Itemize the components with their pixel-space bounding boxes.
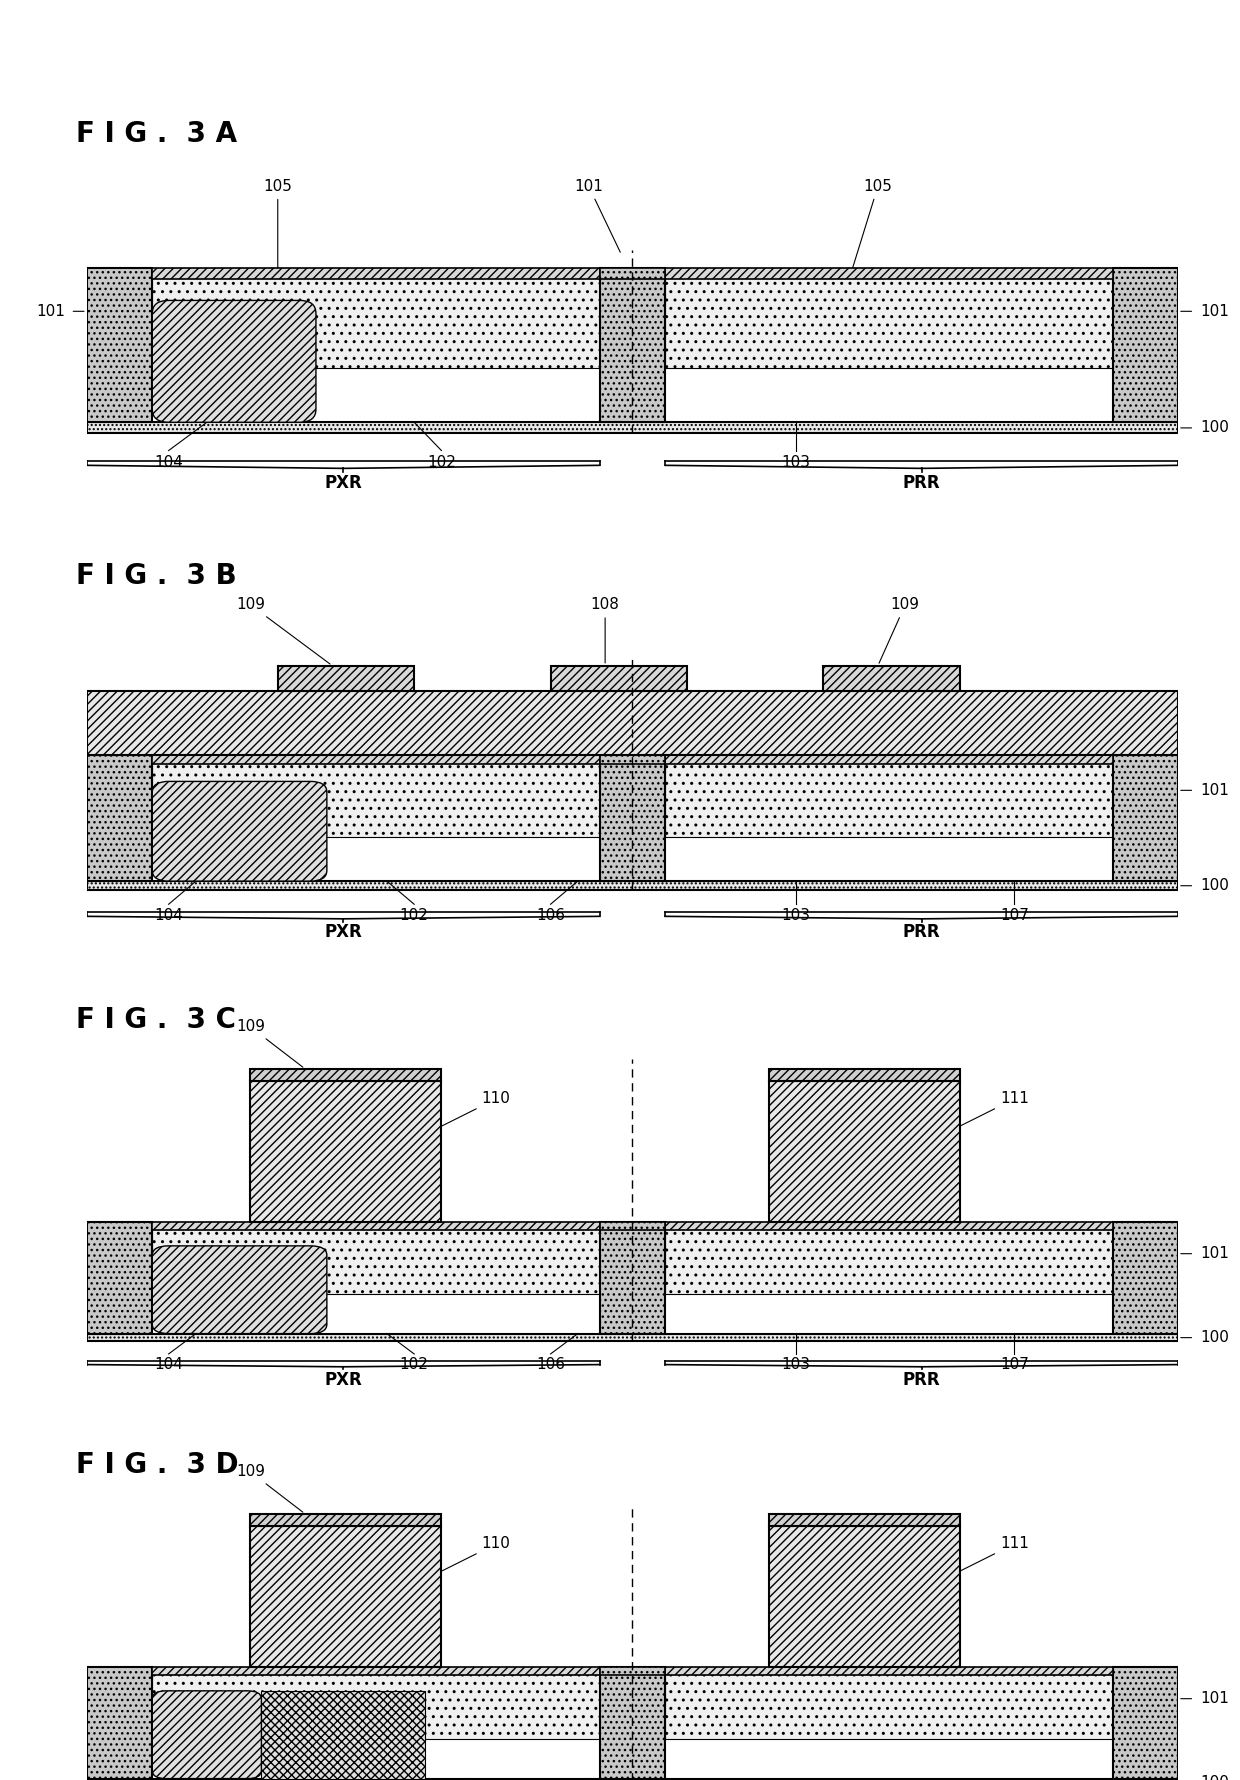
Bar — [600, 1668, 665, 1675]
Bar — [153, 1668, 600, 1739]
Bar — [87, 267, 153, 422]
Text: 101: 101 — [1200, 1246, 1229, 1262]
Text: 104: 104 — [154, 908, 184, 922]
Text: 101: 101 — [574, 178, 620, 253]
Text: F I G .  3 D: F I G . 3 D — [76, 1451, 238, 1479]
Bar — [665, 267, 1112, 368]
Text: 100: 100 — [1200, 1775, 1229, 1780]
Bar — [665, 755, 1112, 764]
Text: PXR: PXR — [325, 473, 362, 491]
FancyBboxPatch shape — [153, 1246, 327, 1333]
Bar — [769, 1082, 960, 1223]
Bar — [665, 755, 1112, 837]
Bar — [153, 1668, 600, 1675]
Text: 102: 102 — [399, 908, 429, 922]
Text: 106: 106 — [536, 1356, 565, 1372]
Text: 109: 109 — [236, 1020, 303, 1068]
Bar — [600, 1668, 665, 1778]
FancyBboxPatch shape — [153, 781, 327, 881]
Text: 101: 101 — [1200, 1691, 1229, 1707]
Text: 111: 111 — [908, 1091, 1029, 1152]
Bar — [87, 422, 1178, 433]
Text: 100: 100 — [1200, 1330, 1229, 1346]
Bar — [250, 1068, 441, 1082]
Bar — [87, 1223, 153, 1333]
Text: 111: 111 — [908, 1536, 1029, 1597]
Bar — [153, 267, 600, 368]
Bar — [600, 755, 665, 764]
Text: 100: 100 — [1200, 878, 1229, 894]
Text: 109: 109 — [879, 598, 920, 664]
Text: PRR: PRR — [903, 924, 940, 942]
Text: F I G .  3 A: F I G . 3 A — [76, 119, 237, 148]
Bar — [87, 881, 1178, 890]
Text: 110: 110 — [389, 1536, 511, 1597]
Bar — [1112, 267, 1178, 422]
Bar — [87, 1333, 1178, 1342]
Text: 105: 105 — [263, 178, 293, 272]
Bar — [665, 1223, 1112, 1294]
Bar — [87, 755, 153, 881]
Bar — [1112, 755, 1178, 881]
Bar — [665, 1223, 1112, 1230]
Text: 103: 103 — [781, 908, 811, 922]
Text: 105: 105 — [852, 178, 893, 272]
Text: 107: 107 — [999, 908, 1029, 922]
Bar — [665, 1668, 1112, 1739]
Bar — [600, 1223, 665, 1230]
Text: 102: 102 — [399, 1356, 429, 1372]
Text: 104: 104 — [154, 1356, 184, 1372]
Text: 109: 109 — [236, 1465, 303, 1513]
Bar — [1112, 1223, 1178, 1333]
Bar — [665, 267, 1112, 279]
Bar — [278, 666, 414, 691]
Text: 103: 103 — [781, 456, 811, 470]
Bar — [769, 1068, 960, 1082]
Bar — [665, 1668, 1112, 1675]
Bar — [87, 1668, 153, 1778]
Bar — [153, 1223, 600, 1230]
Text: 102: 102 — [427, 456, 456, 470]
Bar — [823, 666, 960, 691]
Text: F I G .  3 C: F I G . 3 C — [76, 1006, 236, 1034]
Text: PRR: PRR — [903, 1371, 940, 1388]
FancyBboxPatch shape — [153, 1691, 262, 1778]
Bar — [600, 267, 665, 279]
Bar — [769, 1527, 960, 1668]
Bar — [551, 666, 687, 691]
Text: 101: 101 — [1200, 304, 1229, 319]
Text: 107: 107 — [999, 1356, 1029, 1372]
Text: PXR: PXR — [325, 924, 362, 942]
Text: 100: 100 — [1200, 420, 1229, 436]
Bar — [153, 755, 600, 837]
Bar — [250, 1527, 441, 1668]
Bar — [1112, 1668, 1178, 1778]
Bar — [153, 755, 600, 764]
Text: F I G .  3 B: F I G . 3 B — [76, 562, 237, 591]
Bar — [769, 1513, 960, 1527]
Text: 110: 110 — [389, 1091, 511, 1152]
FancyBboxPatch shape — [153, 301, 316, 422]
Text: 109: 109 — [236, 598, 330, 664]
Text: PRR: PRR — [903, 473, 940, 491]
Text: 101: 101 — [1200, 783, 1229, 797]
Text: 108: 108 — [590, 598, 620, 662]
Bar — [87, 691, 1178, 755]
Bar — [262, 1691, 425, 1778]
Bar — [600, 267, 665, 422]
Bar — [600, 1223, 665, 1333]
Text: 103: 103 — [781, 1356, 811, 1372]
Bar — [600, 755, 665, 881]
Bar — [250, 1082, 441, 1223]
Bar — [153, 1223, 600, 1294]
Bar — [250, 1513, 441, 1527]
Bar — [153, 267, 600, 279]
Text: PXR: PXR — [325, 1371, 362, 1388]
Text: 101: 101 — [36, 304, 64, 319]
Text: 106: 106 — [536, 908, 565, 922]
Text: 104: 104 — [154, 456, 184, 470]
